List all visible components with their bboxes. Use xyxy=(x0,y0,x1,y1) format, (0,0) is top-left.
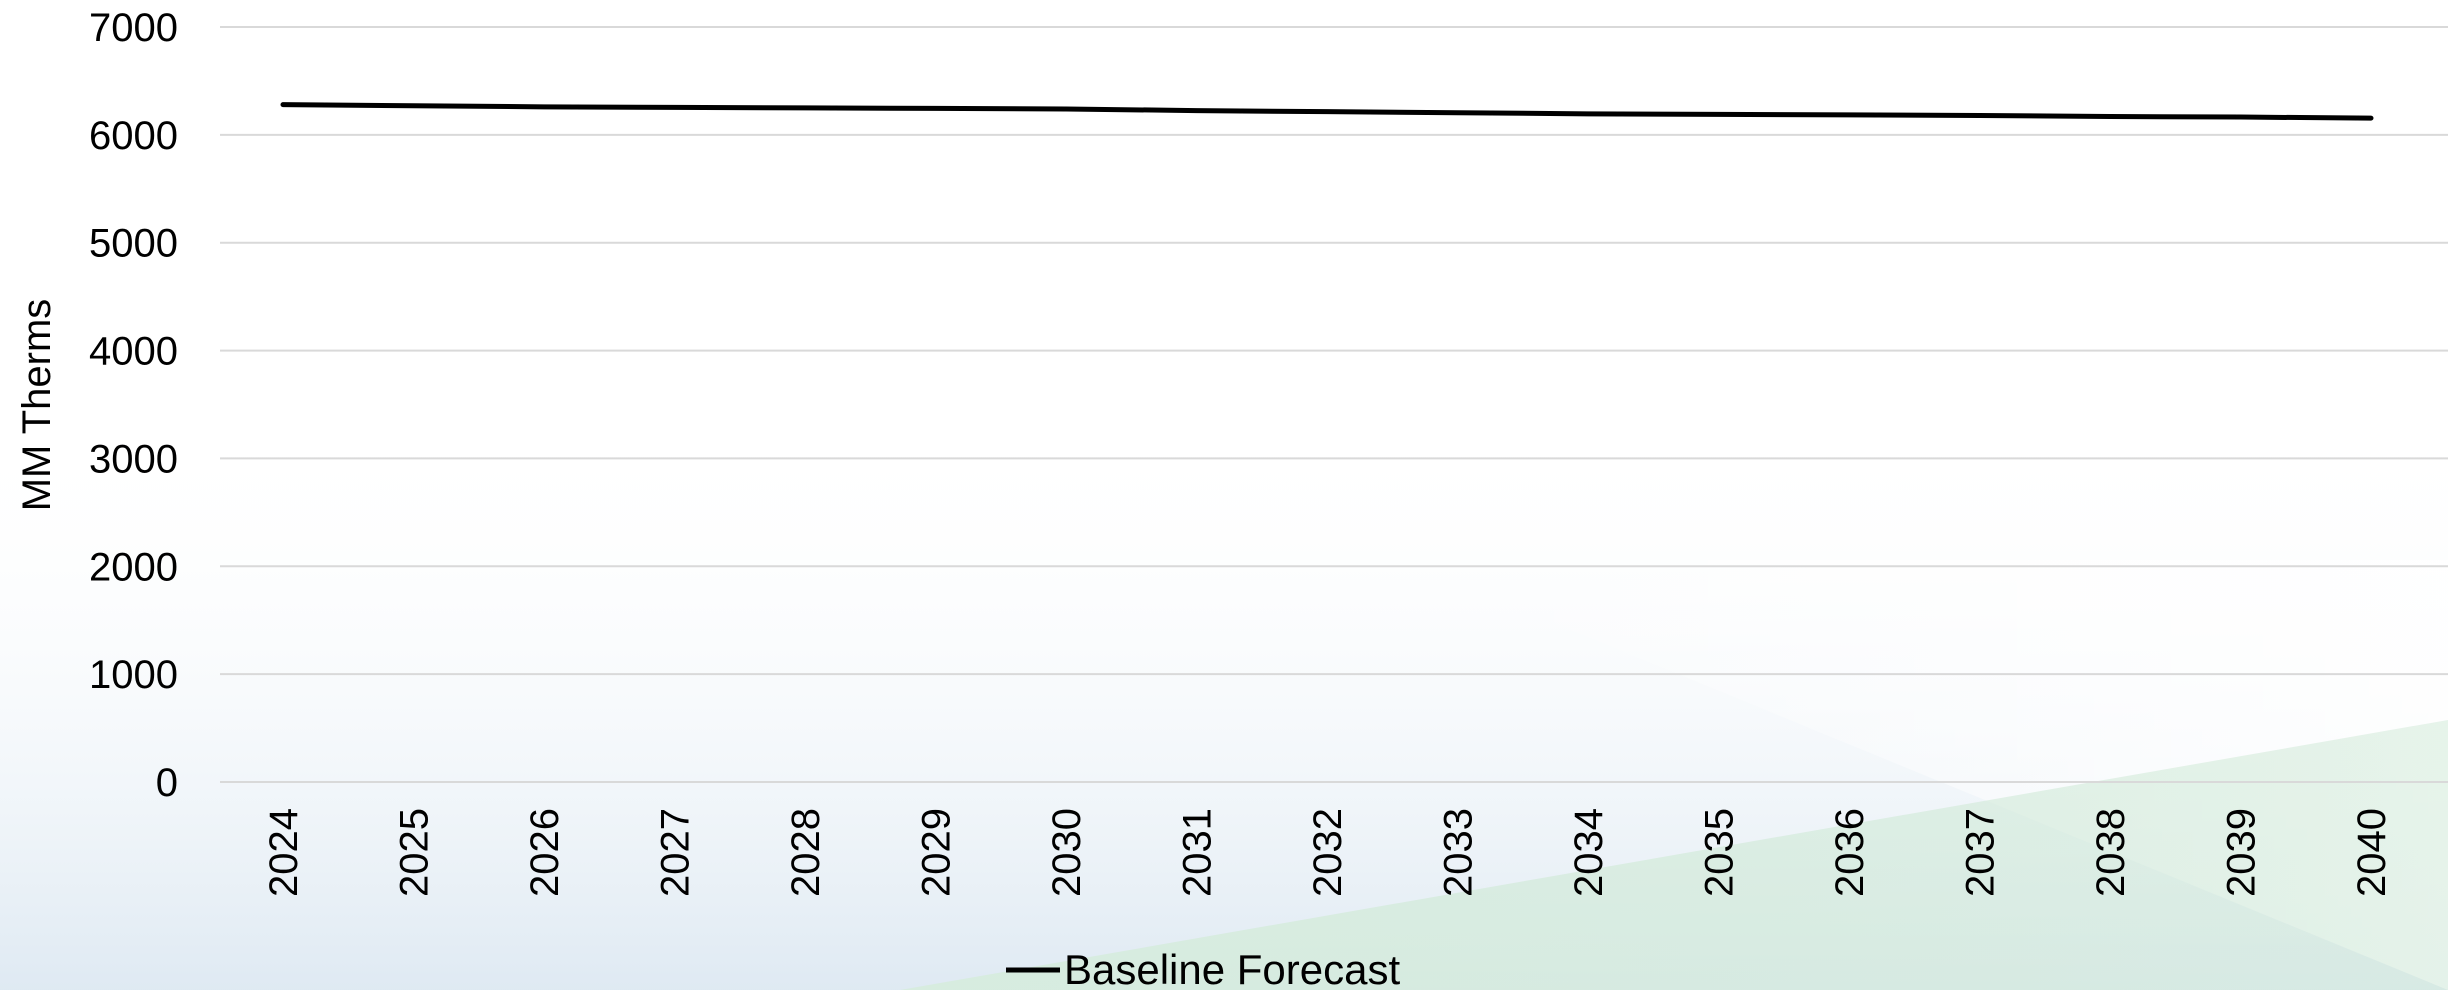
gridlines xyxy=(220,26,2448,783)
x-tick-label: 2030 xyxy=(1045,808,1089,897)
x-tick-label: 2026 xyxy=(523,808,567,897)
legend: Baseline Forecast xyxy=(1006,946,1400,990)
background-green-band xyxy=(900,720,2448,990)
y-tick-label: 7000 xyxy=(89,6,178,50)
legend-entry-baseline-forecast: Baseline Forecast xyxy=(1064,946,1400,990)
y-tick-label: 5000 xyxy=(89,222,178,266)
x-tick-label: 2029 xyxy=(915,808,959,897)
x-tick-label: 2027 xyxy=(654,808,698,897)
y-tick-label: 0 xyxy=(156,761,178,805)
series-group xyxy=(280,102,2374,121)
y-axis-label: MM Therms xyxy=(15,299,59,512)
y-tick-label: 1000 xyxy=(89,653,178,697)
x-tick-label: 2033 xyxy=(1437,808,1481,897)
x-tick-label: 2040 xyxy=(2350,808,2394,897)
x-tick-label: 2028 xyxy=(784,808,828,897)
x-tick-label: 2024 xyxy=(262,808,306,897)
y-tick-label: 6000 xyxy=(89,114,178,158)
x-tick-label: 2038 xyxy=(2089,808,2133,897)
x-tick-label: 2032 xyxy=(1306,808,1350,897)
y-tick-label: 4000 xyxy=(89,330,178,374)
x-tick-label: 2036 xyxy=(1828,808,1872,897)
x-tick-label: 2035 xyxy=(1698,808,1742,897)
x-tick-label: 2037 xyxy=(1959,808,2003,897)
y-tick-label: 2000 xyxy=(89,545,178,589)
x-tick-label: 2034 xyxy=(1567,808,1611,897)
y-tick-label: 3000 xyxy=(89,437,178,481)
x-axis-ticks: 2024 2025 2026 2027 2028 2029 2030 2031 2032 2033… xyxy=(262,808,2394,897)
x-tick-label: 2025 xyxy=(393,808,437,897)
y-axis-ticks: 0 1000 2000 3000 4000 5000 6000 7000 xyxy=(89,6,178,805)
x-tick-label: 2039 xyxy=(2220,808,2264,897)
x-tick-label: 2031 xyxy=(1176,808,1220,897)
series-line-baseline-forecast xyxy=(280,102,2374,121)
